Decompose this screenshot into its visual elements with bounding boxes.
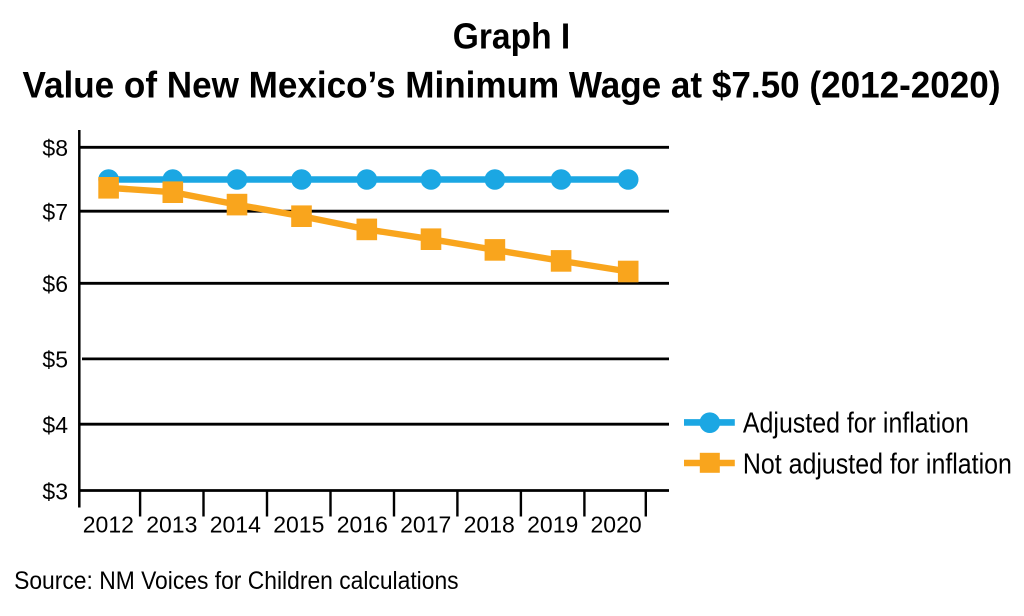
svg-text:Not adjusted for inflation: Not adjusted for inflation — [743, 448, 1012, 480]
svg-text:$6: $6 — [42, 271, 68, 297]
svg-text:2014: 2014 — [210, 511, 261, 537]
svg-text:$4: $4 — [42, 412, 68, 438]
svg-text:$7: $7 — [42, 199, 68, 225]
svg-text:2012: 2012 — [83, 511, 134, 537]
svg-text:2017: 2017 — [400, 511, 451, 537]
svg-text:Value of New Mexico’s Minimum: Value of New Mexico’s Minimum Wage at $7… — [23, 65, 1001, 106]
svg-text:$3: $3 — [42, 478, 68, 504]
svg-text:2013: 2013 — [146, 511, 197, 537]
svg-text:Graph I: Graph I — [453, 16, 571, 57]
svg-text:2018: 2018 — [464, 511, 515, 537]
svg-text:Adjusted for inflation: Adjusted for inflation — [743, 407, 969, 439]
svg-text:2016: 2016 — [337, 511, 388, 537]
svg-text:$5: $5 — [42, 347, 68, 373]
svg-text:Source: NM Voices for Children: Source: NM Voices for Children calculati… — [14, 567, 459, 595]
svg-text:$8: $8 — [42, 135, 68, 161]
svg-text:2019: 2019 — [527, 511, 578, 537]
svg-text:2015: 2015 — [273, 511, 324, 537]
svg-text:2020: 2020 — [591, 511, 642, 537]
